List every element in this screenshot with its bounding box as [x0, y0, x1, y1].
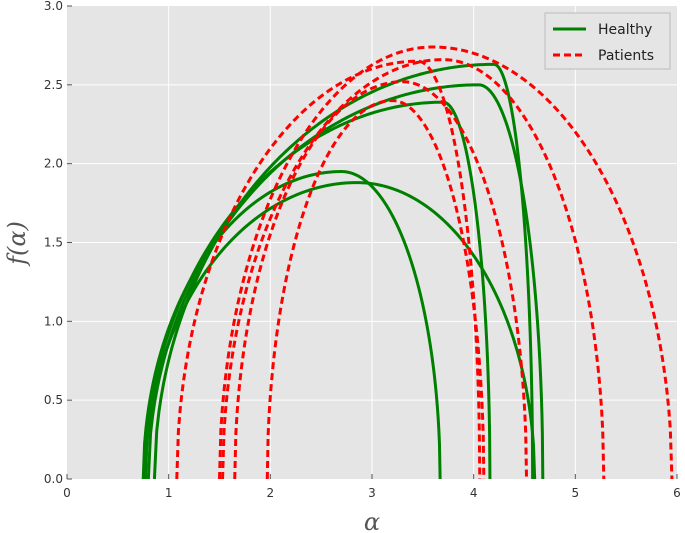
x-tick-label: 4	[470, 486, 478, 500]
x-tick-label: 2	[267, 486, 275, 500]
series-line-patients-5	[175, 59, 482, 480]
series-line-healthy-4	[152, 62, 535, 480]
y-tick-label: 2.0	[44, 157, 63, 171]
y-tick-label: 1.5	[44, 236, 63, 250]
grid-lines	[67, 6, 677, 479]
axis-ticks: 0 1 2 3 4 5 6 0.0 0.5 1.0 1.5 2.0 2.5 3.0	[44, 0, 681, 500]
y-axis-label: f(α)	[3, 221, 31, 267]
series-line-patients-8	[233, 80, 529, 480]
y-tick-label: 0.0	[44, 472, 63, 486]
x-tick-label: 5	[572, 486, 580, 500]
x-tick-label: 3	[368, 486, 376, 500]
y-tick-label: 3.0	[44, 0, 63, 13]
spectrum-curves	[141, 45, 674, 480]
series-line-patients-9	[265, 99, 486, 480]
x-tick-label: 1	[165, 486, 173, 500]
y-tick-label: 1.0	[44, 314, 63, 328]
series-line-healthy-0	[143, 181, 537, 480]
legend: Healthy Patients	[544, 12, 671, 70]
x-tick-label: 6	[673, 486, 681, 500]
x-tick-label: 0	[63, 486, 71, 500]
legend-box	[544, 12, 671, 70]
y-tick-label: 0.5	[44, 393, 63, 407]
y-tick-label: 2.5	[44, 78, 63, 92]
series-line-patients-7	[221, 58, 606, 480]
legend-patients-label: Patients	[598, 48, 654, 64]
legend-healthy-label: Healthy	[598, 22, 652, 38]
series-line-patients-6	[218, 45, 674, 480]
x-axis-label: α	[364, 508, 380, 533]
